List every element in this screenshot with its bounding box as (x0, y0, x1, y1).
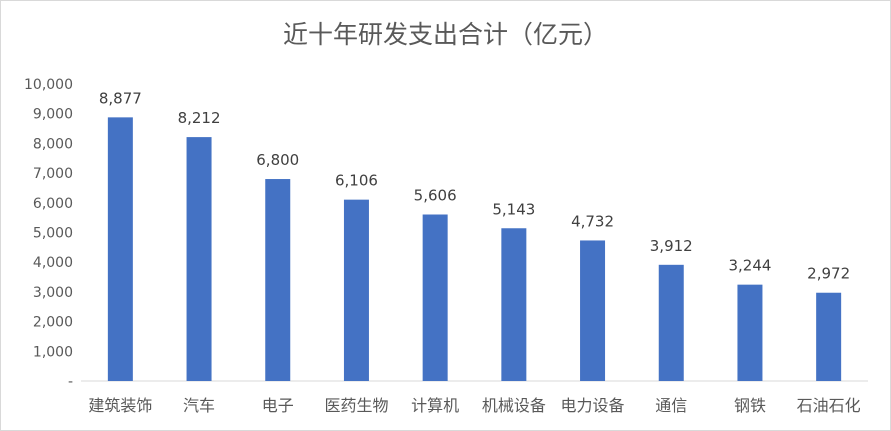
y-tick-label: 9,000 (33, 107, 73, 123)
data-label: 4,732 (571, 212, 614, 230)
x-tick-label: 电力设备 (561, 396, 625, 415)
chart-title: 近十年研发支出合计（亿元） (282, 20, 608, 49)
y-tick-label: 4,000 (33, 255, 73, 271)
x-tick-label: 建筑装饰 (88, 396, 152, 415)
y-tick-label: 5,000 (33, 226, 73, 242)
x-tick-label: 石油石化 (797, 396, 861, 415)
data-label: 6,106 (335, 172, 378, 190)
data-label: 6,800 (256, 151, 299, 169)
y-tick-label: 1,000 (33, 344, 73, 360)
x-tick-label: 电子 (262, 396, 294, 415)
bar (107, 117, 133, 382)
y-tick-label: 10,000 (24, 77, 73, 93)
x-tick-label: 机械设备 (482, 396, 546, 415)
data-label: 3,912 (650, 237, 693, 255)
x-tick-label: 计算机 (411, 396, 459, 415)
y-tick-label: - (68, 374, 73, 390)
bar (422, 214, 448, 381)
data-label: 8,877 (99, 89, 142, 107)
bar (501, 228, 527, 381)
bar (737, 284, 763, 381)
y-tick-label: 3,000 (33, 285, 73, 301)
x-tick-label: 医药生物 (324, 396, 388, 415)
y-tick-label: 8,000 (33, 136, 73, 152)
bar (186, 137, 212, 381)
x-tick-label: 钢铁 (734, 396, 766, 415)
bar (580, 240, 606, 381)
bar (658, 264, 684, 381)
data-label: 2,972 (807, 265, 850, 283)
data-label: 8,212 (178, 109, 221, 127)
bar (343, 199, 369, 381)
data-label: 3,244 (728, 257, 771, 275)
x-tick-label: 通信 (655, 396, 687, 415)
x-tick-label: 汽车 (183, 396, 215, 415)
bar (816, 292, 842, 381)
bar (265, 179, 291, 381)
data-label: 5,143 (492, 200, 535, 218)
y-tick-label: 6,000 (33, 196, 73, 212)
data-label: 5,606 (414, 187, 457, 205)
y-tick-label: 2,000 (33, 315, 73, 331)
y-tick-label: 7,000 (33, 166, 73, 182)
